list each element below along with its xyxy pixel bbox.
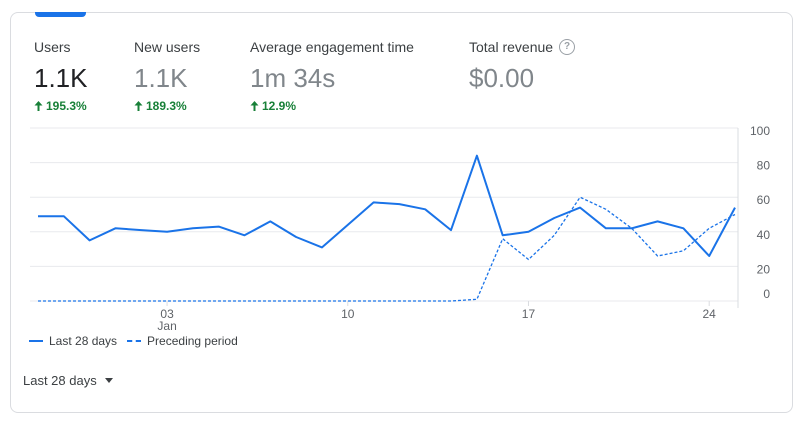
legend-item-previous[interactable]: Preceding period (127, 334, 238, 348)
date-range-dropdown[interactable]: Last 28 days (23, 373, 113, 388)
y-tick-label: 100 (750, 124, 770, 138)
date-range-label: Last 28 days (23, 373, 97, 388)
x-tick-label: 17 (522, 307, 536, 321)
x-tick-sublabel: Jan (157, 319, 176, 333)
metric-change-value: 195.3% (46, 99, 87, 113)
series-line-preceding-period (38, 196, 736, 302)
metric-label: Total revenue (469, 39, 554, 55)
arrow-up-icon (250, 101, 259, 111)
legend-label: Preceding period (147, 334, 238, 348)
active-tab-indicator (35, 12, 86, 17)
caret-down-icon (104, 378, 113, 383)
series-line-last-28-days (38, 154, 736, 257)
metric-tab-total-revenue[interactable]: Total revenue ? $0.00 (469, 39, 576, 93)
users-overview-card: Users 1.1K 195.3% New users 1.1K 189.3% … (10, 12, 793, 413)
chart-series (38, 154, 736, 302)
metric-value: 1.1K (134, 63, 188, 93)
metric-label: Users (34, 39, 71, 55)
y-tick-label: 20 (757, 262, 771, 276)
metric-label-row: Total revenue ? (469, 39, 576, 55)
metric-value: 1.1K (34, 63, 88, 93)
metric-tab-average-engagement-time[interactable]: Average engagement time 1m 34s 12.9% (250, 39, 414, 113)
chart-grid (30, 127, 739, 308)
y-tick-label: 60 (757, 193, 771, 207)
y-tick-label: 80 (757, 159, 771, 173)
solid-line-swatch (29, 340, 43, 342)
metric-change-value: 189.3% (146, 99, 187, 113)
x-tick-label: 24 (703, 307, 717, 321)
legend-item-current[interactable]: Last 28 days (29, 334, 117, 348)
metric-change: 189.3% (134, 99, 200, 113)
x-tick-label: 03 (160, 307, 174, 321)
arrow-up-icon (134, 101, 143, 111)
metric-label: New users (134, 39, 201, 55)
x-tick-label: 10 (341, 307, 355, 321)
dashed-line-swatch (127, 340, 142, 342)
metric-value: 1m 34s (250, 63, 336, 93)
metric-label: Average engagement time (250, 39, 414, 55)
y-axis-ticks: 0 20 40 60 80 100 (750, 124, 770, 301)
metric-change: 195.3% (34, 99, 88, 113)
metric-value: $0.00 (469, 63, 535, 93)
y-tick-label: 0 (763, 287, 770, 301)
metric-tab-users[interactable]: Users 1.1K 195.3% (34, 39, 88, 113)
metric-tab-new-users[interactable]: New users 1.1K 189.3% (134, 39, 200, 113)
help-icon[interactable]: ? (559, 39, 576, 55)
legend-label: Last 28 days (49, 334, 118, 348)
y-tick-label: 40 (757, 228, 771, 242)
arrow-up-icon (34, 101, 43, 111)
chart-legend: Last 28 days Preceding period (29, 334, 238, 348)
metric-change-value: 12.9% (262, 99, 297, 113)
metric-change: 12.9% (250, 99, 414, 113)
